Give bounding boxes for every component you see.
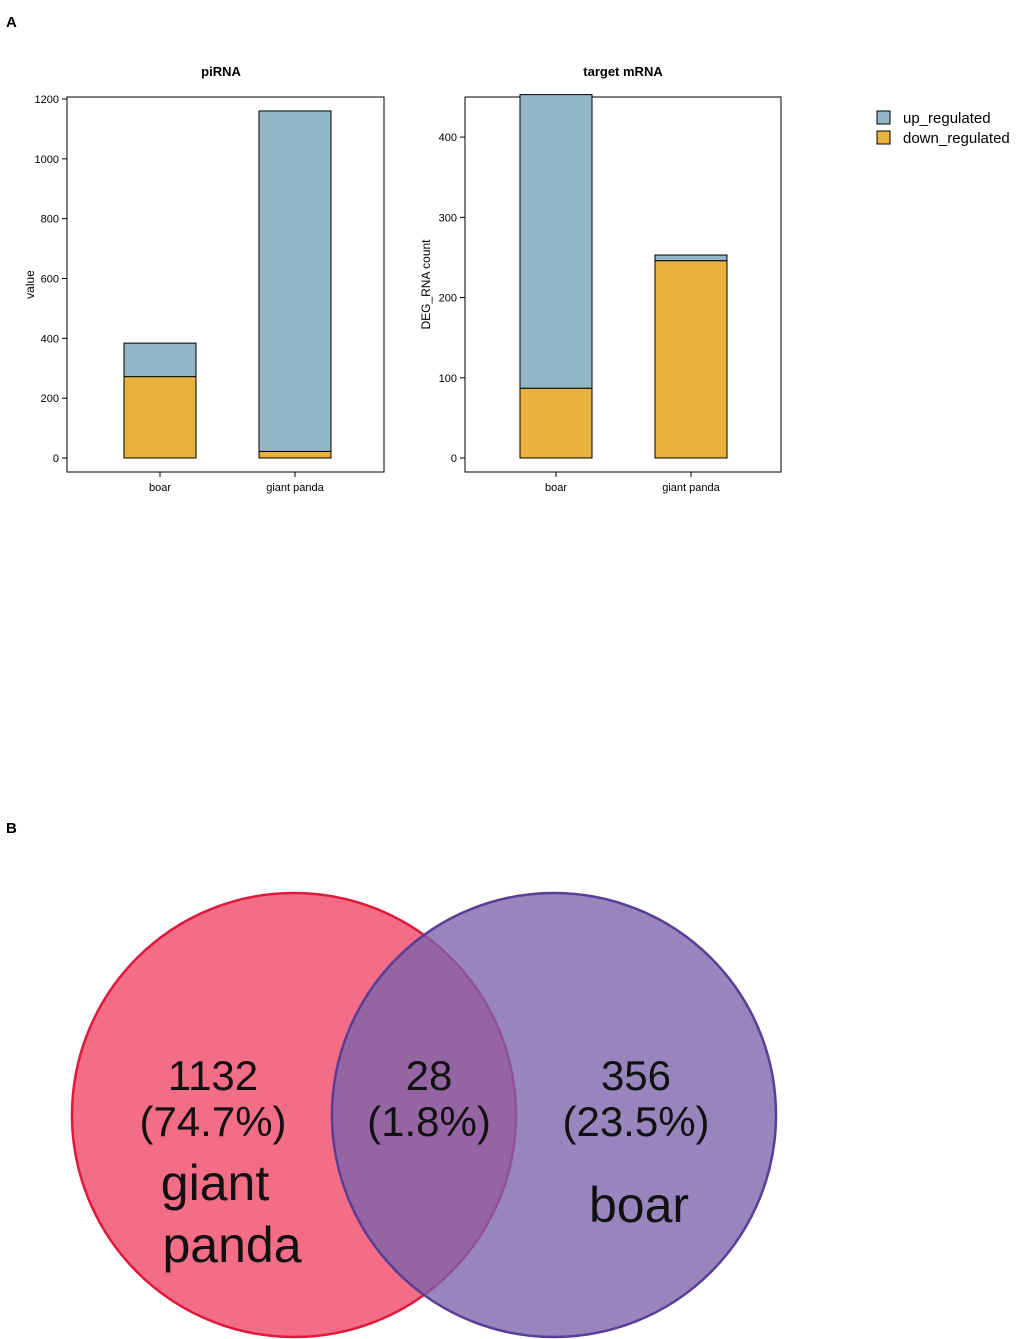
chart-target-mrna: target mRNA DEG_RNA count 0 100 200 300 400 boa…	[419, 64, 782, 494]
chart-title: target mRNA	[583, 64, 663, 79]
y-tick-label: 0	[53, 453, 59, 465]
bar-up-regulated-boar	[123, 342, 197, 378]
venn-left-count: 1132	[168, 1052, 258, 1099]
y-tick-label: 300	[439, 212, 457, 224]
bar-up-regulated-giant-panda	[654, 254, 728, 262]
x-tick-label: boar	[149, 482, 171, 494]
bar-up-regulated-giant-panda	[258, 110, 332, 452]
bar-down-regulated-boar	[123, 376, 197, 459]
y-tick-label: 400	[439, 132, 457, 144]
y-tick-label: 200	[41, 393, 59, 405]
legend-swatch-up-regulated	[876, 110, 891, 125]
venn-right-count: 356	[601, 1052, 671, 1099]
y-tick-label: 600	[41, 274, 59, 286]
y-tick-label: 0	[451, 453, 457, 465]
y-axis-label: value	[23, 270, 37, 299]
legend-label-down-regulated: down_regulated	[903, 130, 1010, 147]
bar-down-regulated-boar	[519, 387, 593, 459]
chart-pirna: piRNA value 0 200 400 600 800 1000 1200 boar giant…	[23, 64, 385, 494]
panel-label-a: A	[6, 14, 17, 31]
y-tick-label: 100	[439, 373, 457, 385]
y-axis-label: DEG_RNA count	[419, 239, 433, 330]
plot-frame	[464, 96, 782, 473]
plot-frame	[66, 96, 385, 473]
x-tick-label: boar	[545, 482, 567, 494]
venn-overlap-count: 28	[406, 1052, 453, 1099]
y-tick-label: 1000	[35, 154, 59, 166]
venn-right-name: boar	[589, 1177, 689, 1233]
venn-overlap-percent: (1.8%)	[367, 1098, 491, 1145]
y-tick-label: 800	[41, 214, 59, 226]
y-tick-label: 200	[439, 293, 457, 305]
y-tick-label: 400	[41, 333, 59, 345]
legend-swatch-down-regulated	[876, 130, 891, 145]
venn-right-percent: (23.5%)	[562, 1098, 709, 1145]
x-tick-label: giant panda	[266, 482, 324, 494]
venn-left-percent: (74.7%)	[139, 1098, 286, 1145]
legend: up_regulated down_regulated	[876, 110, 1010, 147]
x-tick-label: giant panda	[662, 482, 720, 494]
venn-left-name-line2: panda	[162, 1217, 301, 1273]
bar-down-regulated-giant-panda	[654, 260, 728, 459]
chart-title: piRNA	[201, 64, 241, 79]
legend-label-up-regulated: up_regulated	[903, 110, 991, 127]
y-tick-label: 1200	[35, 94, 59, 106]
venn-left-name-line1: giant	[161, 1155, 270, 1211]
panel-label-b: B	[6, 820, 17, 837]
venn-circle-boar	[330, 891, 778, 1339]
bar-up-regulated-boar	[519, 94, 593, 389]
